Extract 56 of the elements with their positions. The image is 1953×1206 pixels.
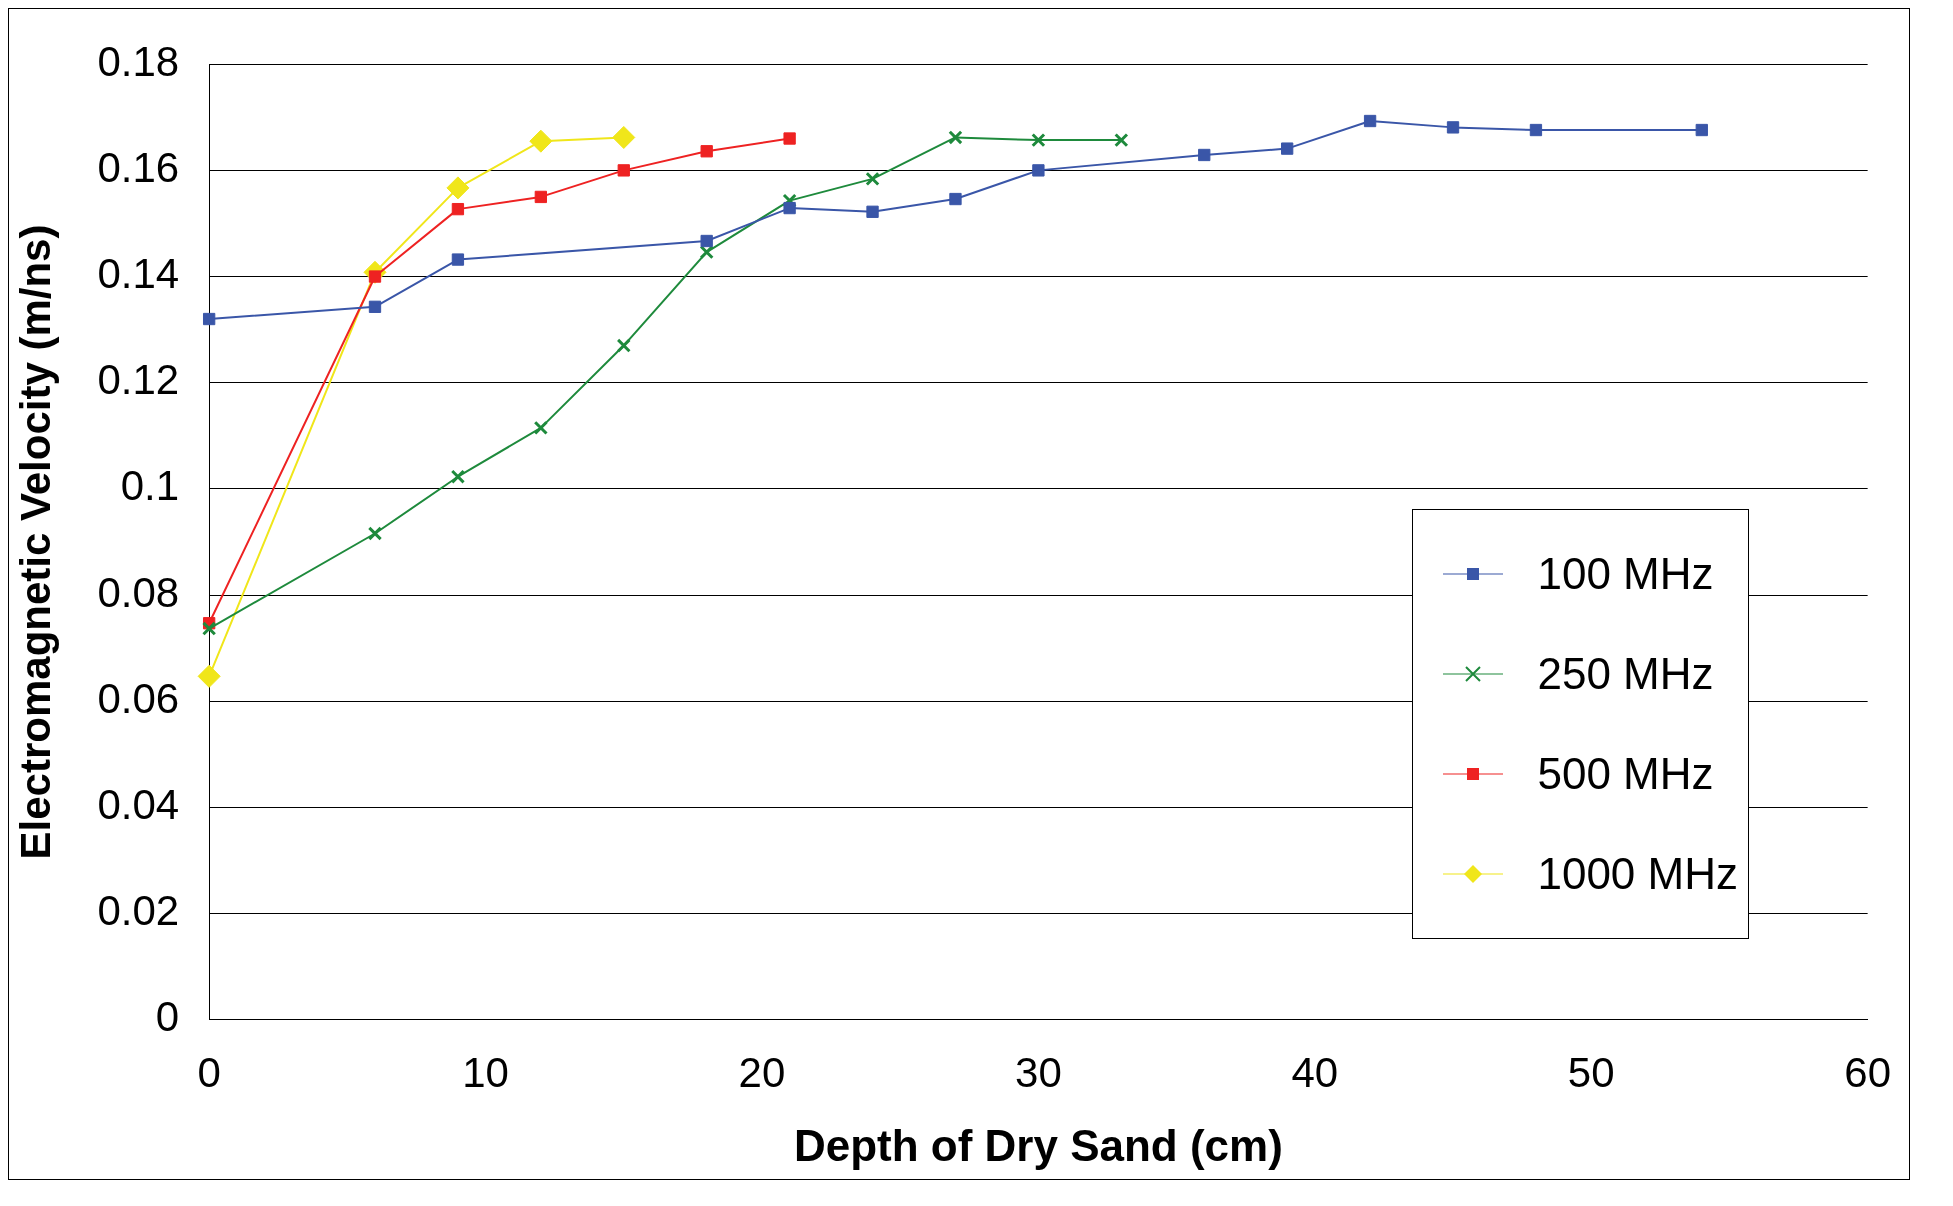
legend-label: 100 MHz — [1537, 549, 1714, 599]
legend-label: 1000 MHz — [1537, 849, 1738, 899]
y-tick-label: 0.12 — [97, 356, 180, 404]
point — [529, 129, 553, 153]
point — [202, 312, 216, 326]
point — [949, 192, 962, 206]
point — [367, 526, 383, 541]
point — [866, 205, 879, 218]
y-tick-label: 0.08 — [97, 568, 180, 616]
point — [1114, 132, 1129, 148]
y-axis-title: Electromagnetic Velocity (m/ns) — [11, 224, 59, 860]
point — [368, 300, 382, 313]
point — [1198, 148, 1211, 162]
point — [446, 176, 470, 200]
point — [1031, 132, 1046, 148]
x-tick-label: 30 — [1015, 1048, 1062, 1096]
point — [616, 338, 631, 353]
point — [1281, 142, 1294, 155]
x-tick-label: 20 — [738, 1048, 786, 1096]
y-tick-label: 0.1 — [120, 462, 180, 510]
point — [451, 253, 465, 266]
point — [1695, 123, 1708, 137]
point — [451, 202, 465, 216]
y-tick-label: 0.04 — [97, 781, 180, 829]
y-tick-label: 0.16 — [97, 143, 180, 191]
point — [865, 171, 880, 187]
y-tick-label: 0.14 — [97, 250, 180, 298]
point — [1363, 114, 1377, 128]
point — [948, 130, 963, 145]
point — [783, 201, 796, 215]
point — [534, 190, 547, 204]
point — [699, 244, 714, 260]
point — [612, 125, 636, 149]
y-tick-label: 0.06 — [97, 674, 180, 722]
point — [197, 664, 221, 688]
x-axis-title: Depth of Dry Sand (cm) — [793, 1120, 1283, 1170]
legend-label: 500 MHz — [1537, 749, 1714, 799]
x-tick-label: 40 — [1291, 1048, 1339, 1096]
x-tick-label: 0 — [197, 1048, 221, 1096]
point — [617, 164, 630, 177]
y-tick-label: 0.02 — [97, 887, 180, 935]
point — [450, 469, 466, 484]
point — [533, 420, 548, 436]
legend-label: 250 MHz — [1537, 649, 1714, 699]
point — [1529, 123, 1543, 137]
point — [201, 621, 217, 636]
x-tick-label: 60 — [1844, 1048, 1891, 1096]
point — [1032, 164, 1045, 177]
point — [1446, 121, 1460, 134]
x-tick-label: 10 — [462, 1048, 509, 1096]
x-tick-label: 50 — [1567, 1048, 1615, 1096]
point — [700, 234, 713, 248]
point — [700, 145, 713, 158]
y-tick-label: 0.18 — [97, 37, 180, 85]
y-tick-label: 0 — [155, 993, 180, 1041]
point — [783, 132, 796, 145]
